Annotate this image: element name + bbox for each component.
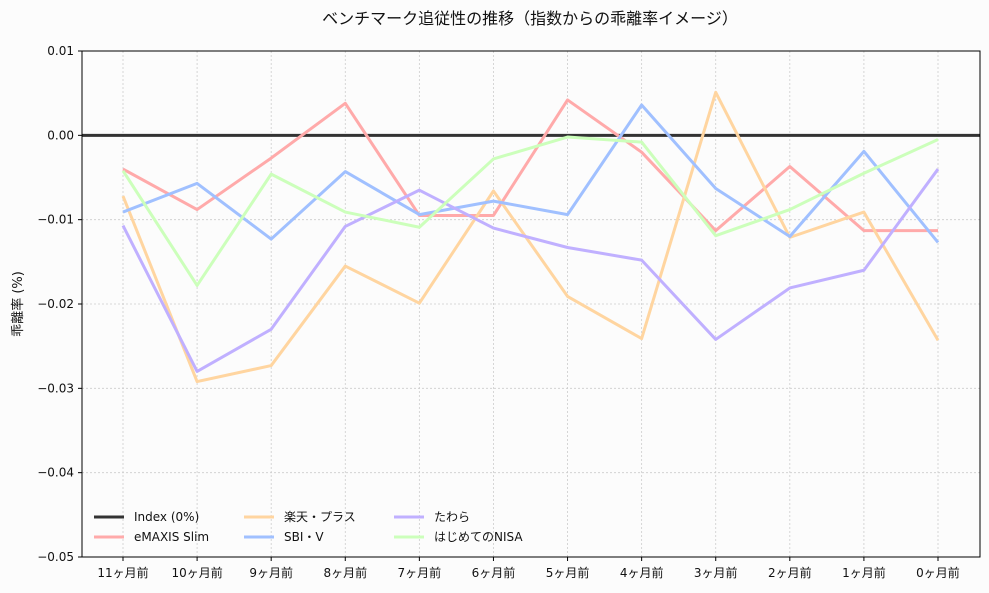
x-tick-label: 8ヶ月前 xyxy=(323,565,367,580)
y-tick-label: 0.01 xyxy=(47,44,74,58)
y-tick-label: −0.02 xyxy=(37,297,74,311)
x-tick-label: 0ヶ月前 xyxy=(916,565,960,580)
legend: Index (0%) eMAXIS Slim 楽天・プラス SBI・V たわらはじめての… xyxy=(94,510,523,544)
legend-label: 楽天・プラス xyxy=(284,510,356,524)
y-tick-label: −0.01 xyxy=(37,213,74,227)
legend-label: たわら xyxy=(434,510,470,524)
y-tick-label: −0.03 xyxy=(37,381,74,395)
y-tick-label: −0.04 xyxy=(37,466,74,480)
chart-title: ベンチマーク追従性の推移（指数からの乖離率イメージ） xyxy=(322,9,738,28)
y-axis-label: 乖離率 (%) xyxy=(10,271,26,337)
series-line-4 xyxy=(123,169,938,371)
legend-label: eMAXIS Slim xyxy=(134,530,209,544)
x-tick-label: 9ヶ月前 xyxy=(249,565,293,580)
legend-label: はじめてのNISA xyxy=(434,530,523,544)
x-tick-label: 3ヶ月前 xyxy=(694,565,738,580)
x-tick-label: 6ヶ月前 xyxy=(472,565,516,580)
x-tick-label: 11ヶ月前 xyxy=(97,565,148,580)
x-tick-label: 1ヶ月前 xyxy=(842,565,886,580)
y-tick-label: −0.05 xyxy=(37,550,74,564)
series-line-3 xyxy=(123,105,938,242)
x-tick-label: 4ヶ月前 xyxy=(620,565,664,580)
y-tick-label: 0.00 xyxy=(47,128,74,142)
x-tick-label: 7ヶ月前 xyxy=(398,565,442,580)
x-tick-label: 2ヶ月前 xyxy=(768,565,812,580)
x-tick-label: 10ヶ月前 xyxy=(171,565,222,580)
legend-label: Index (0%) xyxy=(134,510,199,524)
legend-label: SBI・V xyxy=(284,530,324,544)
x-tick-label: 5ヶ月前 xyxy=(546,565,590,580)
